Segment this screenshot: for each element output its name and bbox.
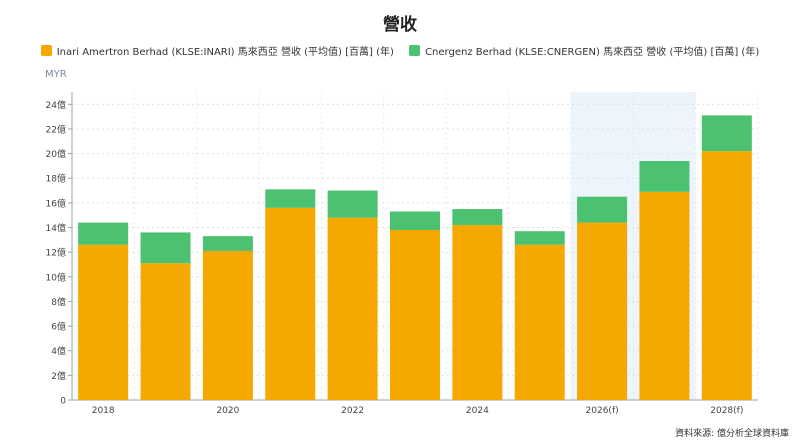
bar-segment-series-1 xyxy=(452,209,503,226)
y-tick-label: 24億 xyxy=(46,99,66,111)
bar-segment-series-0 xyxy=(390,229,440,400)
x-tick-label: 2022 xyxy=(341,406,364,416)
legend-label-cnergenz: Cnergenz Berhad (KLSE:CNERGEN) 馬來西亞 營收 (… xyxy=(425,47,760,58)
x-tick-label: 2018 xyxy=(92,406,115,416)
bar-segment-series-1 xyxy=(202,236,253,251)
y-tick-label: 10億 xyxy=(46,271,66,283)
bar-segment-series-1 xyxy=(701,115,752,152)
bar-segment-series-0 xyxy=(514,244,565,400)
bar-segment-series-1 xyxy=(514,231,565,245)
bar-segment-series-0 xyxy=(327,217,378,400)
bar-segment-series-0 xyxy=(265,207,316,400)
y-tick-label: 20億 xyxy=(46,148,66,160)
legend-item-cnergenz[interactable]: Cnergenz Berhad (KLSE:CNERGEN) 馬來西亞 營收 (… xyxy=(409,43,759,58)
bar-segment-series-1 xyxy=(78,222,129,245)
x-tick-label: 2028(f) xyxy=(710,406,743,416)
bar-segment-series-1 xyxy=(639,160,690,192)
legend-label-inari: Inari Amertron Berhad (KLSE:INARI) 馬來西亞 … xyxy=(56,47,394,58)
bar-segment-series-1 xyxy=(140,232,191,264)
y-tick-label: 14億 xyxy=(46,222,66,234)
chart-title: 營收 xyxy=(383,15,417,35)
bar-segment-series-0 xyxy=(140,263,191,400)
bar-segment-series-0 xyxy=(202,250,253,400)
legend-item-inari[interactable]: Inari Amertron Berhad (KLSE:INARI) 馬來西亞 … xyxy=(40,43,394,58)
legend: Inari Amertron Berhad (KLSE:INARI) 馬來西亞 … xyxy=(0,43,800,58)
x-tick-label: 2026(f) xyxy=(586,406,619,416)
y-tick-label: 0 xyxy=(60,397,66,407)
bar-segment-series-0 xyxy=(701,151,752,400)
x-tick-label: 2020 xyxy=(216,406,239,416)
bar-segment-series-1 xyxy=(390,211,440,230)
y-tick-label: 6億 xyxy=(51,321,66,333)
y-tick-label: 4億 xyxy=(51,345,66,357)
y-tick-label: 18億 xyxy=(46,173,66,185)
bar-segment-series-1 xyxy=(327,190,378,218)
bar-segment-series-0 xyxy=(639,191,690,400)
x-tick-label: 2024 xyxy=(466,406,489,416)
y-axis-unit-label: MYR xyxy=(45,69,67,80)
y-tick-label: 22億 xyxy=(46,123,66,135)
y-tick-label: 2億 xyxy=(51,370,66,382)
y-tick-label: 8億 xyxy=(51,296,66,308)
source-note: 資料來源: 億分析全球資料庫 xyxy=(675,429,789,439)
bar-segment-series-1 xyxy=(577,196,628,223)
bar-segment-series-0 xyxy=(452,225,503,400)
bar-segment-series-0 xyxy=(577,222,628,400)
y-tick-label: 16億 xyxy=(46,197,66,209)
legend-swatch-inari xyxy=(40,45,52,56)
y-tick-label: 12億 xyxy=(46,247,66,259)
bar-segment-series-0 xyxy=(78,244,129,400)
legend-swatch-cnergenz xyxy=(409,45,421,56)
bar-segment-series-1 xyxy=(265,189,316,208)
